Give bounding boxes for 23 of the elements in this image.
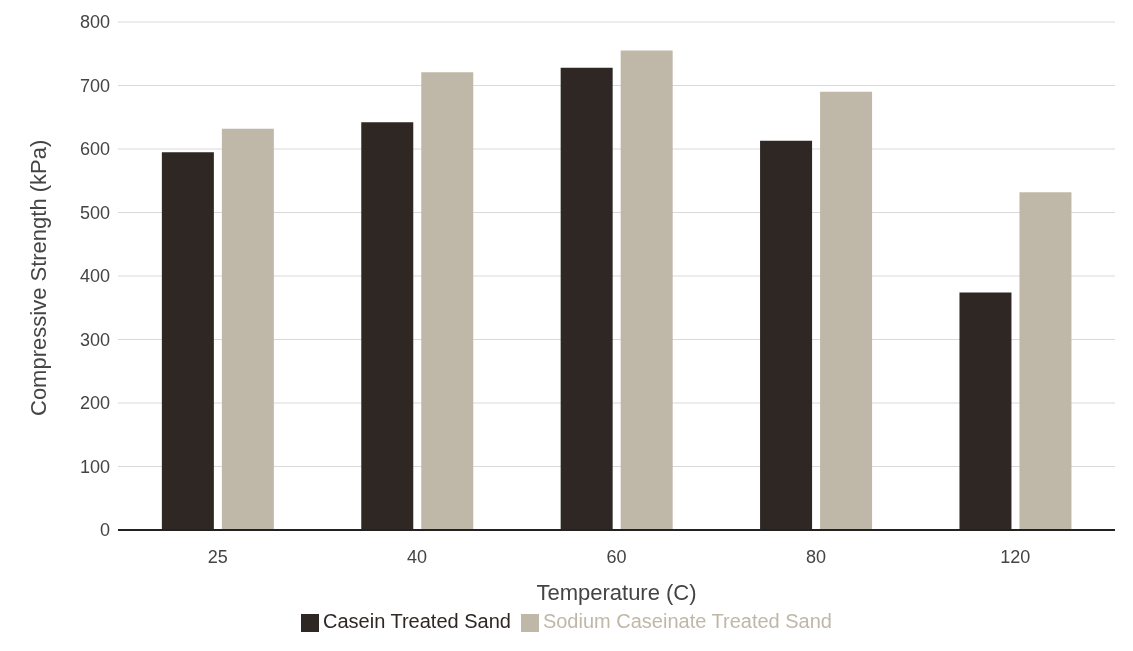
y-tick-label: 700	[79, 75, 110, 96]
y-tick-label: 600	[79, 139, 110, 160]
y-tick-label: 200	[79, 393, 110, 414]
bar	[620, 50, 673, 530]
y-tick-label: 800	[79, 12, 110, 33]
y-tick-label: 500	[79, 202, 110, 223]
x-axis-title: Temperature (C)	[536, 580, 697, 605]
x-tick-label: 25	[207, 546, 228, 567]
x-tick-label: 60	[606, 546, 627, 567]
x-tick-label: 80	[805, 546, 826, 567]
bar	[820, 91, 873, 530]
legend-label: Sodium Caseinate Treated Sand	[542, 610, 832, 632]
x-tick-label: 40	[407, 546, 428, 567]
bar	[1019, 192, 1072, 530]
bar	[221, 128, 274, 530]
bar	[421, 72, 474, 530]
y-tick-label: 300	[79, 329, 110, 350]
y-axis-title: Compressive Strength (kPa)	[25, 139, 51, 416]
y-tick-label: 0	[99, 520, 110, 541]
y-tick-label: 100	[79, 456, 110, 477]
y-tick-label: 400	[79, 266, 110, 287]
x-tick-label: 120	[1000, 546, 1031, 567]
legend-label: Casein Treated Sand	[323, 610, 511, 632]
